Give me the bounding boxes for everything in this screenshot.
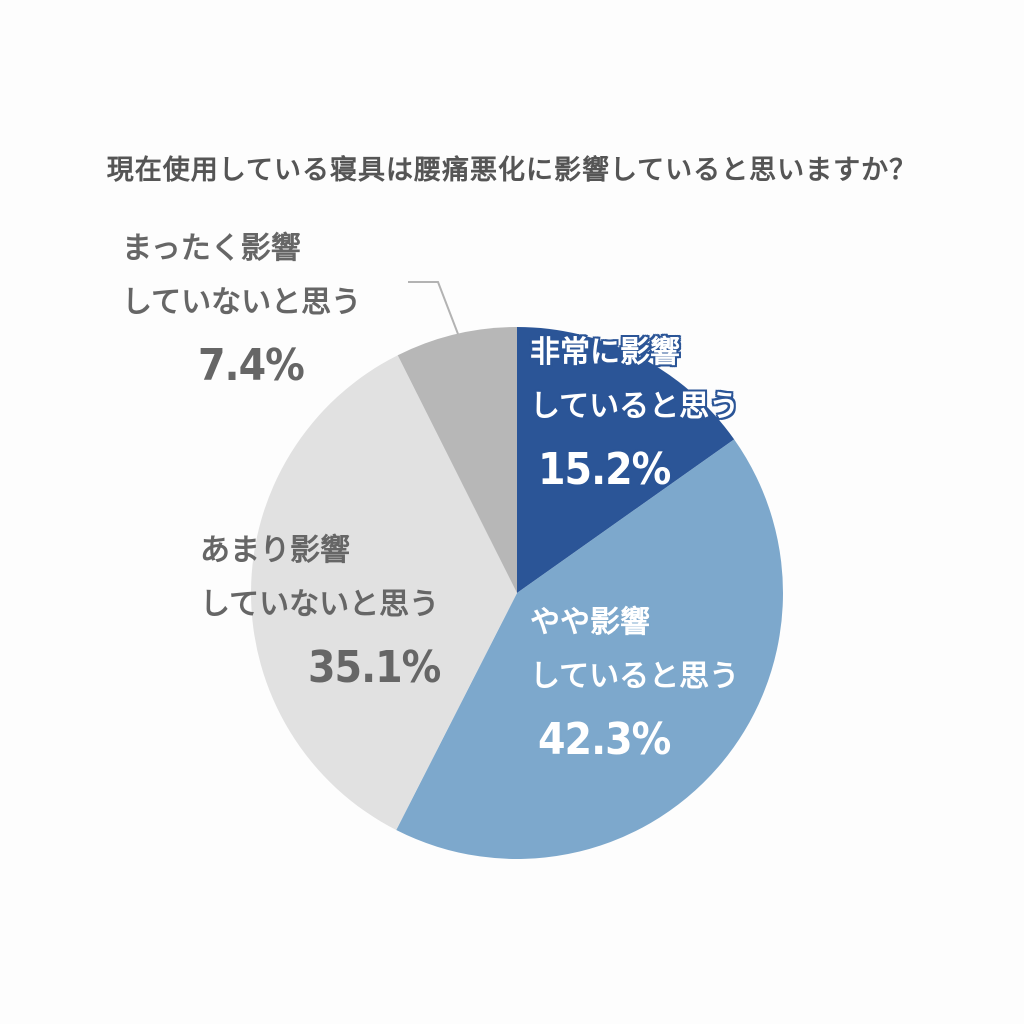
slice-label-2-line-2: していないと思う [200, 587, 440, 622]
slice-label-3: まったく影響 していないと思う 7.4% [122, 222, 361, 396]
pie-slice-2 [251, 355, 517, 831]
leader-line-slice-3 [408, 281, 459, 335]
slice-label-1: やや影響 していると思う 42.3% [530, 596, 739, 770]
slice-label-0-line-2: していると思う [530, 389, 740, 424]
pie-slice-1 [396, 439, 784, 860]
slice-label-2-percent: 35.1% [308, 642, 441, 693]
slice-label-3-line-1: まったく影響 [122, 231, 301, 266]
slice-label-1-line-1: やや影響 [530, 605, 650, 640]
slice-label-3-line-2: していないと思う [122, 285, 362, 320]
slice-label-2: あまり影響 していないと思う 35.1% [200, 524, 441, 698]
pie-slice-0 [517, 327, 735, 593]
slice-label-3-percent: 7.4% [198, 340, 305, 391]
slice-label-0-line-1: 非常に影響 [530, 335, 680, 370]
slice-label-1-percent: 42.3% [538, 714, 671, 765]
chart-title: 現在使用している寝具は腰痛悪化に影響していると思いますか？ [106, 155, 918, 186]
slice-label-1-line-2: していると思う [530, 659, 740, 694]
slice-label-2-line-1: あまり影響 [200, 533, 350, 568]
slice-label-0-percent: 15.2% [538, 444, 671, 495]
pie-slice-3 [397, 327, 517, 593]
slice-label-0: 非常に影響 していると思う 15.2% [530, 326, 739, 500]
